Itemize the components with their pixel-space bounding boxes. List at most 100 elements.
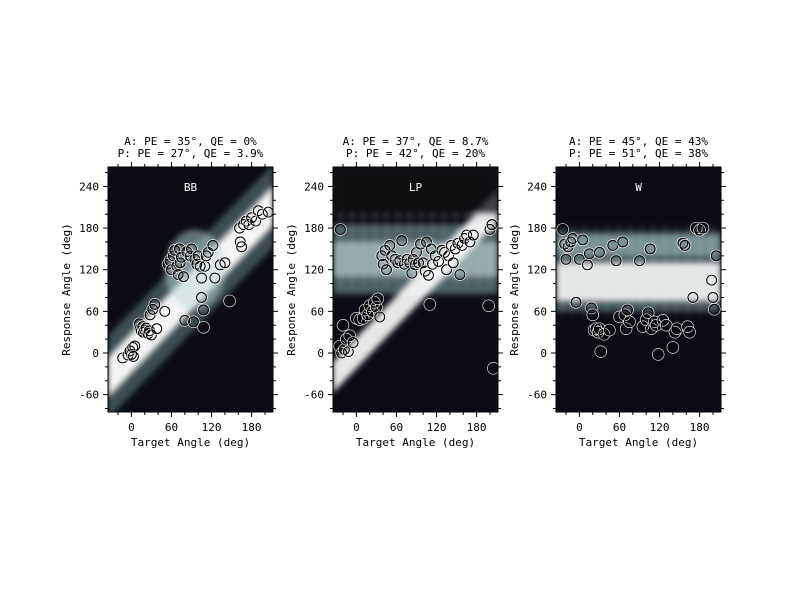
data-point-halo — [556, 223, 569, 236]
data-point — [573, 253, 585, 265]
y-tick-label: -60 — [304, 389, 324, 402]
data-point — [660, 319, 672, 331]
data-point-halo — [208, 271, 222, 285]
y-tick-label: 120 — [304, 264, 324, 277]
data-point — [694, 224, 706, 236]
data-point — [151, 323, 163, 335]
x-tick-label: 120 — [202, 421, 222, 434]
data-point-halo — [613, 310, 626, 324]
data-point — [486, 219, 498, 231]
y-axis-label: Response Angle (deg) — [508, 223, 521, 355]
data-point-halo — [455, 239, 469, 252]
y-tick-label: -60 — [79, 389, 99, 402]
x-tick-label: 0 — [576, 421, 583, 434]
data-point-halo — [256, 207, 269, 221]
data-point-halo — [197, 321, 210, 334]
panel-bb: -60 0 60 120 180 240 0 60 120 180 Target Angle (de… — [60, 135, 278, 449]
data-point — [187, 316, 200, 328]
data-point-halo — [168, 244, 182, 257]
data-point — [191, 258, 203, 270]
data-point-halo — [651, 348, 665, 361]
y-tick-label: 0 — [540, 347, 547, 360]
data-point — [690, 222, 702, 234]
data-point-halo — [197, 303, 210, 317]
data-point — [667, 341, 679, 354]
data-point — [644, 243, 656, 255]
data-point-halo — [576, 233, 589, 247]
data-point — [159, 305, 171, 317]
data-point — [238, 219, 250, 231]
y-tick-label: 60 — [86, 305, 99, 318]
data-point — [396, 235, 408, 247]
panel-title-line: P: PE = 27°, QE = 3.9% — [118, 147, 264, 160]
data-point — [708, 303, 720, 315]
data-point-halo — [467, 228, 480, 242]
data-point-halo — [636, 320, 650, 333]
panel-label: BB — [184, 181, 198, 194]
data-point — [409, 259, 421, 271]
data-point — [177, 271, 190, 283]
axis-ticks — [551, 162, 726, 417]
data-points — [116, 204, 273, 365]
x-tick-label: 60 — [390, 421, 403, 434]
data-point — [240, 215, 252, 227]
data-point — [340, 333, 352, 345]
data-point-halo — [460, 228, 473, 242]
data-point — [380, 264, 392, 276]
data-point-halo — [676, 237, 690, 250]
data-point — [707, 291, 719, 304]
data-point — [461, 229, 473, 241]
data-point — [684, 326, 696, 338]
panel-title-line: P: PE = 51°, QE = 38% — [569, 147, 708, 160]
data-point — [621, 304, 634, 316]
data-point — [447, 257, 459, 269]
data-point — [637, 321, 649, 333]
data-point-halo — [440, 263, 453, 276]
data-point — [414, 238, 427, 250]
data-point-halo — [585, 301, 598, 315]
data-point-halo — [569, 296, 583, 309]
data-point-halo — [173, 256, 187, 270]
data-point-halo — [666, 341, 680, 354]
y-tick-label: 180 — [527, 222, 547, 235]
data-point — [422, 269, 435, 281]
panel-title-line: A: PE = 45°, QE = 43% — [569, 135, 708, 148]
data-point — [372, 293, 384, 305]
data-point-halo — [616, 235, 630, 249]
data-point-halo — [448, 242, 462, 256]
data-point-halo — [487, 362, 498, 375]
data-point — [483, 300, 495, 312]
data-point-halo — [195, 291, 208, 304]
data-point-halo — [559, 253, 573, 266]
plot-frame — [555, 166, 722, 413]
y-tick-label: 180 — [304, 222, 324, 235]
data-point-halo — [158, 305, 172, 318]
data-point-halo — [218, 256, 232, 270]
data-point — [173, 243, 186, 255]
y-tick-label: 240 — [304, 180, 324, 193]
data-points — [556, 221, 721, 361]
data-point-halo — [708, 303, 721, 316]
data-point — [603, 324, 615, 336]
data-point — [424, 298, 436, 310]
data-point-halo — [206, 239, 220, 252]
data-point-halo — [426, 257, 439, 271]
data-point — [652, 348, 664, 360]
data-point — [570, 296, 582, 308]
data-point — [454, 269, 466, 281]
data-point — [706, 274, 718, 286]
data-point-halo — [187, 315, 200, 329]
panel-lp: -60 0 60 120 180 240 0 60 120 180 Target Angle (de… — [285, 135, 503, 449]
data-point — [344, 330, 356, 342]
panel-title-line: A: PE = 37°, QE = 8.7% — [343, 135, 489, 148]
data-point — [560, 253, 572, 265]
data-point-halo — [242, 218, 256, 231]
data-point-halo — [373, 310, 387, 324]
y-tick-label: 240 — [79, 180, 99, 193]
data-point — [412, 257, 425, 269]
data-point — [682, 321, 694, 333]
plot-frame — [332, 166, 499, 413]
data-point — [207, 239, 219, 251]
data-point-halo — [633, 254, 646, 267]
data-point — [633, 255, 646, 267]
